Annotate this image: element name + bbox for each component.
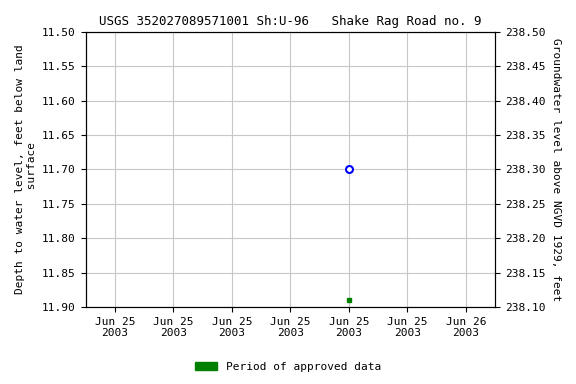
Y-axis label: Depth to water level, feet below land
 surface: Depth to water level, feet below land su… (15, 45, 37, 294)
Title: USGS 352027089571001 Sh:U-96   Shake Rag Road no. 9: USGS 352027089571001 Sh:U-96 Shake Rag R… (99, 15, 482, 28)
Y-axis label: Groundwater level above NGVD 1929, feet: Groundwater level above NGVD 1929, feet (551, 38, 561, 301)
Legend: Period of approved data: Period of approved data (191, 358, 385, 377)
